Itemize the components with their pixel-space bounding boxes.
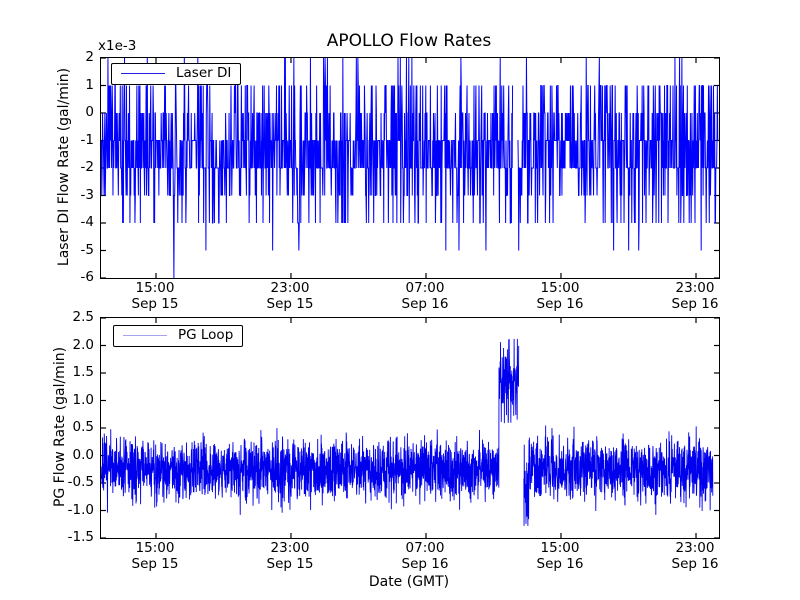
y-tick-label: 2.0 (72, 336, 94, 353)
y-tick-label: 0.0 (72, 446, 94, 463)
top-legend-label: Laser DI (176, 65, 232, 81)
x-tick-label: 15:00 Sep 16 (515, 540, 605, 572)
x-tick-time: 15:00 (135, 280, 175, 296)
x-tick-time: 23:00 (270, 540, 310, 556)
x-tick-label: 23:00 Sep 16 (650, 540, 740, 572)
x-tick-label: 23:00 Sep 15 (245, 540, 335, 572)
y-tick-label: -6 (80, 269, 94, 285)
pg-loop-line-sample (123, 335, 167, 336)
laser-di-line-sample (121, 73, 165, 74)
x-tick-label: 15:00 Sep 16 (515, 280, 605, 312)
x-tick-date: Sep 15 (266, 555, 314, 572)
x-tick-date: Sep 16 (671, 555, 719, 572)
y-tick-label: 1.5 (72, 364, 94, 380)
y-tick-label: -3 (80, 186, 94, 203)
x-axis-label: Date (GMT) (368, 574, 450, 590)
x-tick-label: 23:00 Sep 15 (245, 280, 335, 312)
x-tick-label: 07:00 Sep 16 (380, 540, 470, 572)
x-tick-time: 07:00 (405, 280, 445, 296)
y-tick-label: 1.0 (72, 391, 94, 408)
x-tick-time: 23:00 (675, 540, 715, 556)
x-tick-label: 23:00 Sep 16 (650, 280, 740, 312)
y-tick-label: -1.5 (67, 529, 94, 545)
x-tick-label: 15:00 Sep 15 (110, 540, 200, 572)
top-plot-area: Laser DI (100, 57, 720, 279)
y-tick-label: -1.0 (67, 501, 94, 518)
x-tick-time: 23:00 (270, 280, 310, 296)
y-axis-offset-label: x1e-3 (98, 38, 137, 54)
pg-loop-subplot-series-line (101, 338, 714, 526)
y-tick-label: -5 (80, 241, 94, 258)
top-legend: Laser DI (111, 63, 242, 85)
laser-di-subplot-series-line (101, 58, 719, 278)
x-tick-time: 15:00 (540, 280, 580, 296)
x-tick-time: 15:00 (135, 540, 175, 556)
x-tick-date: Sep 16 (401, 295, 449, 312)
x-tick-date: Sep 16 (671, 295, 719, 312)
bottom-legend: PG Loop (113, 325, 244, 347)
x-tick-time: 07:00 (405, 540, 445, 556)
bottom-legend-label: PG Loop (178, 327, 234, 343)
x-tick-date: Sep 16 (401, 555, 449, 572)
x-tick-date: Sep 15 (131, 555, 179, 572)
top-plot-canvas (101, 58, 719, 278)
bottom-plot-canvas (101, 318, 719, 538)
y-tick-label: -4 (80, 214, 94, 230)
y-tick-label: 1 (85, 76, 94, 93)
bottom-plot-area: PG Loop (100, 317, 720, 539)
y-tick-label: -1 (80, 131, 94, 148)
x-tick-time: 23:00 (675, 280, 715, 296)
x-tick-label: 15:00 Sep 15 (110, 280, 200, 312)
x-tick-date: Sep 15 (131, 295, 179, 312)
y-tick-label: -0.5 (67, 474, 94, 490)
y-tick-label: 0.5 (72, 419, 94, 435)
y-tick-label: 0 (85, 104, 94, 120)
y-tick-label: -2 (80, 159, 94, 175)
y-tick-label: 2 (85, 49, 94, 65)
figure-title: APOLLO Flow Rates (326, 31, 492, 51)
x-tick-time: 15:00 (540, 540, 580, 556)
x-tick-date: Sep 15 (266, 295, 314, 312)
x-tick-label: 07:00 Sep 16 (380, 280, 470, 312)
x-tick-date: Sep 16 (536, 555, 584, 572)
y-tick-label: 2.5 (72, 309, 94, 325)
x-tick-date: Sep 16 (536, 295, 584, 312)
